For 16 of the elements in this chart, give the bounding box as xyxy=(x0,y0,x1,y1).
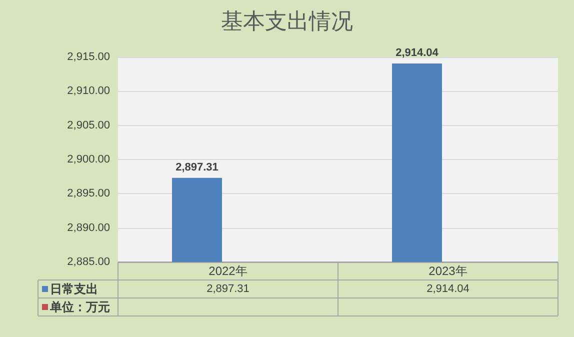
x-tick-label: 2022年 xyxy=(208,264,248,278)
text: 2,897.31 xyxy=(176,161,218,174)
y-tick-label: 2,900.00 xyxy=(67,154,110,166)
text: 2,914.04 xyxy=(396,47,438,60)
y-tick-label: 2,885.00 xyxy=(67,256,110,268)
legend-label: 单位：万元 xyxy=(49,300,110,314)
y-tick-label: 2,890.00 xyxy=(67,222,110,234)
legend-label: 日常支出 xyxy=(50,282,98,296)
y-tick-label: 2,895.00 xyxy=(67,188,110,200)
y-tick-label: 2,910.00 xyxy=(67,85,110,98)
y-tick-label: 2,915.00 xyxy=(67,51,110,63)
chart-title: 基本支出情况 xyxy=(221,10,353,34)
x-tick-label: 2023年 xyxy=(428,264,468,278)
y-tick-label: 2,905.00 xyxy=(67,119,110,132)
data-label: 2,914.04 xyxy=(426,283,470,295)
data-label: 2,897.31 xyxy=(206,283,250,295)
